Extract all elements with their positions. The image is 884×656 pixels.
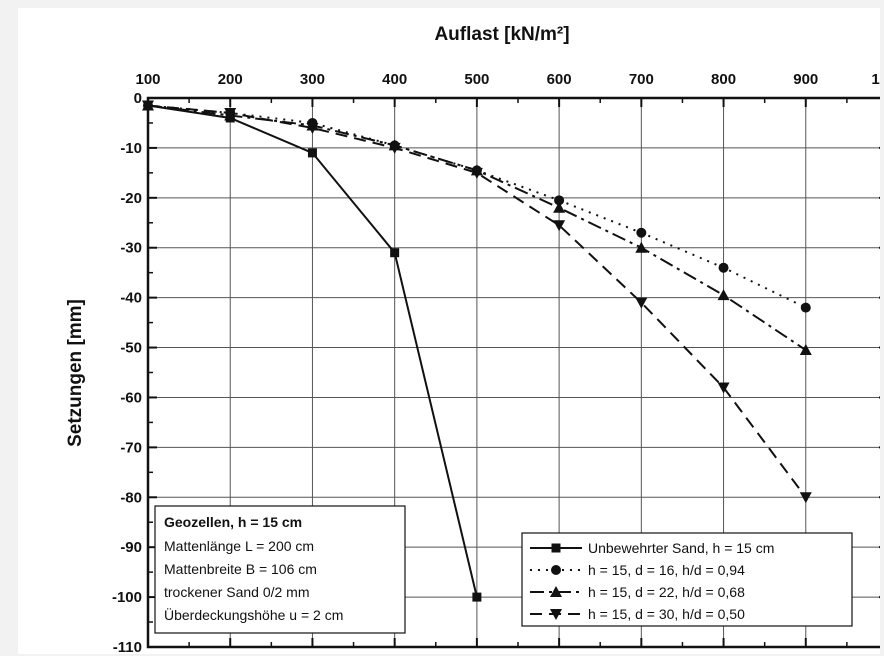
x-tick-label: 700 [629,71,654,88]
data-point [306,122,319,134]
info-box-line: Überdeckungshöhe u = 2 cm [164,606,343,623]
y-tick-label: -50 [120,340,142,357]
data-point [472,592,482,602]
axis-ticks [147,97,880,648]
y-tick-label: -60 [120,389,142,406]
data-point [635,297,648,309]
settlement-chart: Auflast [kN/m²] Setzungen [mm] 100 200 300… [65,24,880,654]
x-tick-label: 300 [300,71,325,88]
y-tick-label: -110 [113,639,142,654]
info-box-frame [154,505,406,634]
data-point [636,227,647,238]
info-box-line: Mattenlänge L = 200 cm [164,538,314,554]
x-tick-label: 500 [464,71,489,88]
info-box-line: Mattenbreite B = 106 cm [164,561,317,577]
info-box: Geozellen, h = 15 cm Mattenlänge L = 200… [154,505,406,634]
data-point [388,142,401,154]
legend-marker [550,609,562,620]
x-tick-label: 200 [218,71,243,88]
y-tick-label: -40 [120,290,142,307]
info-box-title: Geozellen, h = 15 cm [164,514,302,530]
x-tick-label: 600 [547,71,572,88]
data-point [799,492,812,504]
y-tick-label: 0 [134,90,142,107]
data-point [799,344,812,356]
data-point [717,382,730,394]
y-tick-label: -80 [120,489,142,506]
data-point [718,262,729,273]
info-box-line: trockener Sand 0/2 mm [164,584,310,600]
data-point [717,289,730,301]
data-point [390,248,400,258]
series-4 [142,100,812,504]
data-point [554,195,565,206]
data-point [635,241,648,253]
legend-label: Unbewehrter Sand, h = 15 cm [588,540,774,556]
legend-marker [551,565,561,575]
y-tick-labels: 0 -10 -20 -30 -40 -50 -60 -70 -80 -90 -100 -110 [112,90,142,654]
x-axis-title: Auflast [kN/m²] [434,24,569,45]
legend-marker [551,543,561,553]
x-tick-label: 100 [135,71,160,88]
y-tick-label: -20 [120,190,142,207]
data-point [800,302,811,313]
x-tick-label: 800 [711,71,736,88]
data-point [307,148,317,158]
y-tick-label: -10 [120,140,142,157]
legend-label: h = 15, d = 30, h/d = 0,50 [588,606,745,622]
x-tick-label: 900 [793,71,818,88]
legend-label: h = 15, d = 22, h/d = 0,68 [588,584,745,600]
plot-frame [146,96,880,649]
x-tick-labels: 100 200 300 400 500 600 700 800 900 1000 [135,71,880,88]
data-point [553,220,566,232]
chart-figure: Auflast [kN/m²] Setzungen [mm] 100 200 300… [18,8,880,654]
legend-marker [550,586,562,597]
y-axis-title: Setzungen [mm] [65,299,86,447]
series-layer [142,99,812,602]
y-tick-label: -90 [120,539,142,556]
legend: Unbewehrter Sand, h = 15 cm h = 15, d = … [521,532,853,627]
grid [148,98,880,647]
data-point [553,201,566,213]
data-point [224,107,237,119]
legend-label: h = 15, d = 16, h/d = 0,94 [588,562,745,578]
y-tick-label: -70 [120,439,142,456]
x-tick-label: 1000 [871,71,880,88]
x-tick-label: 400 [382,71,407,88]
data-point [470,167,483,179]
y-tick-label: -100 [112,589,142,606]
y-tick-label: -30 [120,240,142,257]
